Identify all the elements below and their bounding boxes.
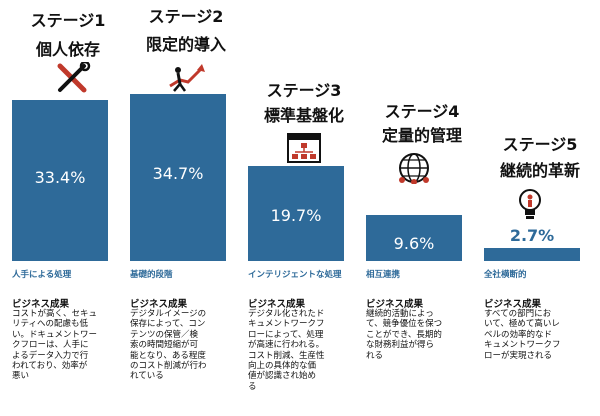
stage-column-2: ステージ2 限定的導入 34.7% 基礎的段階 ビジネス成果 デジタルイメージの… xyxy=(130,0,242,416)
stage-name: 標準基盤化 xyxy=(263,106,344,125)
stage-subtitle: 基礎的段階 xyxy=(130,270,173,280)
global-network-icon xyxy=(394,152,434,184)
stage-label: ステージ5 xyxy=(502,135,578,154)
result-text: 継続的活動によっ て、競争優位を保つ ことができ、長期的 な財務利益が得ら れる xyxy=(366,309,443,361)
value-label: 2.7% xyxy=(509,226,555,245)
result-heading: ビジネス成果 xyxy=(248,299,306,310)
stage-name: 限定的導入 xyxy=(145,35,226,54)
result-heading: ビジネス成果 xyxy=(366,299,424,310)
bar xyxy=(12,100,108,261)
stage-name: 継続的革新 xyxy=(499,161,580,180)
result-text: すべての部門にお いて、極めて高いレ ベルの効率的なド キュメントワークフ ロー… xyxy=(484,309,561,361)
stage-label: ステージ1 xyxy=(30,11,106,30)
value-label: 34.7% xyxy=(152,164,204,184)
stage-label: ステージ2 xyxy=(148,7,224,26)
stage-column-5: ステージ5 継続的革新 2.7% 全社横断的 ビジネス成果 すべての部門にお い… xyxy=(484,0,596,416)
bar xyxy=(130,94,226,261)
stage-name: 個人依存 xyxy=(35,40,100,59)
stage-subtitle: インテリジェントな処理 xyxy=(248,270,342,280)
stage-subtitle: 人手による処理 xyxy=(12,270,72,280)
bar xyxy=(366,215,462,261)
result-heading: ビジネス成果 xyxy=(130,299,188,310)
result-text: デジタル化されたド キュメントワークフ ローによって、処理 が高速に行われる。 … xyxy=(248,309,325,392)
workflow-window-icon xyxy=(284,132,324,164)
result-text: デジタルイメージの 保存によって、コン テンツの保管／検 索の時間短縮が可 能と… xyxy=(130,309,207,382)
stage-column-1: ステージ1 個人依存 33.4% 人手による処理 ビジネス成果 コストが高く、セ… xyxy=(12,0,124,416)
bar xyxy=(484,248,580,261)
value-label: 9.6% xyxy=(393,234,435,254)
value-label: 19.7% xyxy=(270,205,322,225)
stage-subtitle: 相互連携 xyxy=(366,270,401,280)
stage-column-4: ステージ4 定量的管理 9.6% 相互連携 ビジネス成果 継続的活動によっ て、… xyxy=(366,0,478,416)
lightbulb-person-icon xyxy=(510,188,550,220)
stage-label: ステージ3 xyxy=(266,81,342,100)
stage-label: ステージ4 xyxy=(384,102,460,121)
value-label: 33.4% xyxy=(34,167,86,187)
stage-subtitle: 全社横断的 xyxy=(484,270,527,280)
tools-icon xyxy=(52,62,92,94)
stage-name: 定量的管理 xyxy=(381,126,462,145)
stage-column-3: ステージ3 標準基盤化 19.7% インテリジェントな処理 ビジネス成果 デジタ… xyxy=(248,0,360,416)
bar xyxy=(248,166,344,261)
growth-push-icon xyxy=(166,60,206,92)
result-heading: ビジネス成果 xyxy=(484,299,542,310)
result-text: コストが高く、セキュ リティへの配慮も低 い。ドキュメントワー クフローは、人手… xyxy=(12,309,98,382)
result-heading: ビジネス成果 xyxy=(12,299,70,310)
